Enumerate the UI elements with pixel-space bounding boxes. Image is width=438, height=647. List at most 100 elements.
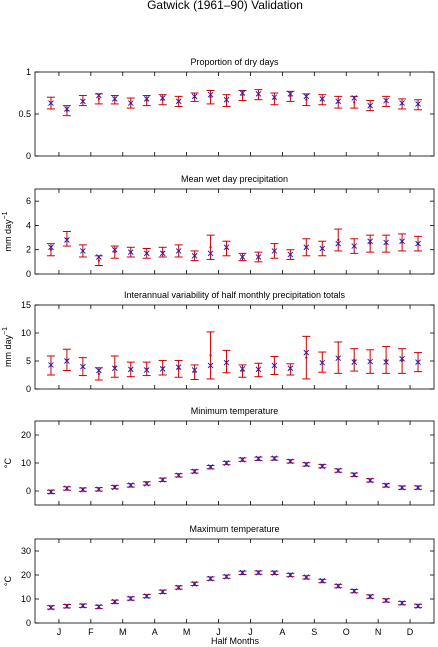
- model-point: [48, 100, 54, 106]
- y-axis-label: °C: [3, 575, 13, 586]
- model-point: [191, 581, 198, 587]
- observed-mean-point: [305, 356, 308, 359]
- model-point: [255, 90, 262, 97]
- model-point: [319, 96, 326, 102]
- model-point: [48, 362, 54, 368]
- model-point: [127, 366, 134, 373]
- observed-mean-point: [385, 358, 388, 361]
- model-point: [239, 569, 246, 576]
- model-point: [415, 359, 421, 365]
- panel-title: Mean wet day precipitation: [181, 174, 288, 184]
- axes-box: [34, 538, 435, 624]
- observed-mean-point: [209, 96, 212, 99]
- x-tick-label: M: [183, 627, 191, 637]
- model-point: [64, 358, 70, 364]
- observed-mean-point: [289, 95, 292, 98]
- model-point: [271, 455, 278, 462]
- model-point: [255, 366, 262, 373]
- model-point: [111, 484, 118, 491]
- observed-mean-point: [113, 251, 116, 254]
- model-point: [287, 251, 294, 258]
- x-tick-label: A: [152, 627, 158, 637]
- model-point: [175, 584, 182, 591]
- model-point: [127, 100, 134, 106]
- model-point: [335, 240, 342, 247]
- model-point: [223, 573, 230, 580]
- model-point: [223, 96, 230, 103]
- model-point: [95, 367, 102, 374]
- model-point: [159, 476, 166, 483]
- model-point: [319, 577, 326, 584]
- model-point: [399, 355, 405, 362]
- model-point: [175, 248, 182, 254]
- model-point: [95, 486, 102, 493]
- y-tick-label: 20: [21, 570, 31, 580]
- panel-title: Maximum temperature: [189, 524, 279, 534]
- observed-mean-point: [369, 242, 372, 245]
- observed-mean-point: [97, 372, 100, 375]
- model-point: [303, 244, 310, 251]
- model-point: [207, 91, 214, 98]
- model-point: [159, 588, 166, 595]
- model-point: [111, 246, 118, 253]
- model-point: [351, 359, 358, 365]
- model-point: [399, 238, 405, 245]
- model-point: [80, 602, 86, 609]
- model-point: [335, 355, 342, 362]
- model-point: [207, 464, 214, 470]
- y-tick-label: 4: [26, 220, 31, 230]
- model-point: [239, 456, 246, 463]
- model-point: [367, 477, 374, 484]
- model-point: [80, 98, 86, 105]
- model-point: [271, 248, 278, 254]
- model-point: [64, 603, 70, 610]
- model-point: [255, 254, 262, 260]
- model-point: [80, 363, 86, 370]
- model-point: [159, 250, 166, 257]
- figure-title: Gatwick (1961–90) Validation: [147, 0, 303, 12]
- model-point: [159, 365, 166, 372]
- y-axis-label: °C: [3, 457, 13, 468]
- model-point: [175, 472, 182, 479]
- model-point: [95, 254, 102, 260]
- chart-panels: Proportion of dry days 0 0.5 1 Mean wet day …: [2, 57, 435, 637]
- model-point: [111, 598, 118, 605]
- observed-mean-point: [241, 94, 244, 97]
- y-tick-label: 10: [21, 328, 31, 338]
- y-axis-label: mm day−1: [2, 327, 13, 367]
- model-point: [127, 595, 134, 602]
- x-tick-label: J: [57, 627, 62, 637]
- model-point: [95, 92, 102, 99]
- model-point: [351, 471, 358, 478]
- y-tick-label: 2: [26, 245, 31, 255]
- x-tick-label: S: [311, 627, 317, 637]
- observed-mean-point: [49, 248, 53, 251]
- model-point: [303, 574, 310, 581]
- model-point: [239, 254, 246, 260]
- model-point: [351, 95, 358, 101]
- panel-title: Interannual variability of half monthly …: [124, 290, 346, 300]
- y-tick-label: 0: [26, 269, 31, 279]
- x-tick-label: A: [279, 627, 285, 637]
- y-tick-label: 15: [21, 300, 31, 310]
- x-tick-label: J: [216, 627, 221, 637]
- model-point: [303, 461, 310, 468]
- model-point: [95, 603, 102, 610]
- model-point: [383, 482, 389, 489]
- model-point: [255, 455, 262, 462]
- model-point: [367, 593, 374, 600]
- y-tick-label: 0.5: [18, 109, 31, 119]
- model-point: [48, 604, 54, 611]
- model-point: [64, 485, 70, 492]
- model-point: [207, 250, 214, 257]
- y-tick-label: 0: [26, 618, 31, 628]
- model-point: [303, 93, 310, 100]
- model-point: [111, 96, 118, 102]
- x-tick-label: F: [88, 627, 94, 637]
- model-point: [175, 98, 182, 105]
- y-tick-label: 10: [21, 458, 31, 468]
- model-point: [287, 458, 294, 465]
- model-point: [111, 365, 118, 372]
- model-point: [207, 362, 214, 369]
- model-point: [271, 569, 278, 576]
